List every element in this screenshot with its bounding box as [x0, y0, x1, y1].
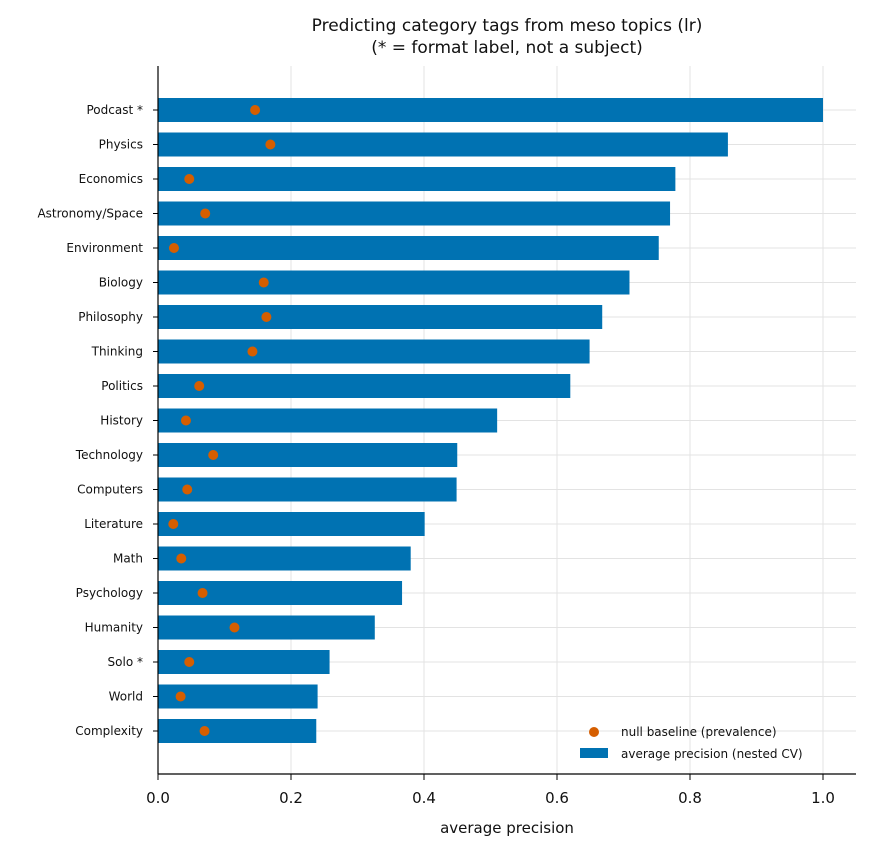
category-label: Economics [79, 172, 143, 186]
category-label: Humanity [85, 621, 143, 635]
category-label: Philosophy [78, 310, 143, 324]
baseline-dot-12 [168, 519, 179, 529]
bar-13 [158, 546, 411, 571]
baseline-dot-1 [265, 139, 276, 150]
bar-1 [158, 132, 728, 157]
bar-16 [158, 650, 330, 674]
baseline-dot-16 [184, 657, 195, 667]
bar-6 [158, 305, 603, 329]
category-label: Environment [66, 241, 143, 255]
bar-4 [158, 236, 659, 260]
x-tick-label: 0.8 [678, 789, 702, 807]
chart-subtitle: (* = format label, not a subject) [371, 38, 643, 58]
baseline-markers [168, 105, 276, 736]
category-label: Technology [75, 448, 143, 462]
legend-baseline-marker [589, 727, 599, 737]
legend-bar-swatch [580, 748, 608, 758]
x-tick-label: 1.0 [811, 789, 835, 807]
bar-2 [158, 167, 676, 191]
bar-10 [158, 443, 458, 467]
category-label: Astronomy/Space [37, 207, 143, 221]
legend: null baseline (prevalence) average preci… [580, 725, 803, 761]
x-tick-label: 0.6 [545, 789, 569, 807]
category-label: Podcast * [87, 103, 144, 117]
x-tick-label: 0.2 [279, 789, 303, 807]
category-label: Literature [84, 517, 143, 531]
category-label: Psychology [76, 586, 143, 600]
baseline-dot-6 [261, 312, 272, 322]
category-label: World [109, 690, 143, 704]
category-label: Biology [99, 276, 143, 290]
baseline-dot-3 [200, 208, 211, 219]
bar-12 [158, 512, 425, 536]
category-label: Thinking [91, 345, 143, 359]
x-axis-label: average precision [440, 819, 574, 837]
baseline-dot-2 [184, 174, 195, 184]
x-tick-label: 0.0 [146, 789, 170, 807]
category-label: Computers [77, 483, 143, 497]
bar-7 [158, 339, 590, 364]
baseline-dot-10 [208, 450, 219, 460]
x-tick-label: 0.4 [412, 789, 436, 807]
category-labels: Podcast * Physics Economics Astronomy/Space… [37, 103, 143, 738]
bar-3 [158, 201, 671, 226]
bar-5 [158, 270, 630, 295]
baseline-dot-5 [258, 277, 269, 288]
category-label: Complexity [75, 724, 143, 738]
category-label: Solo * [108, 655, 143, 669]
category-label: History [100, 414, 143, 428]
chart-title: Predicting category tags from meso topic… [312, 16, 703, 36]
baseline-dot-11 [182, 484, 193, 495]
baseline-dot-18 [199, 726, 210, 736]
baseline-dot-8 [194, 381, 205, 391]
bar-15 [158, 615, 375, 640]
baseline-dot-17 [175, 691, 186, 702]
legend-baseline-label: null baseline (prevalence) [621, 725, 777, 739]
baseline-dot-14 [197, 588, 208, 598]
category-label: Politics [101, 379, 143, 393]
baseline-dot-9 [180, 415, 191, 426]
bar-11 [158, 477, 457, 502]
bars [158, 98, 823, 743]
bar-0 [158, 98, 823, 122]
category-label: Math [113, 552, 143, 566]
bar-14 [158, 581, 403, 605]
bar-8 [158, 374, 571, 398]
category-label: Physics [99, 138, 143, 152]
bar-18 [158, 719, 317, 743]
baseline-dot-15 [229, 622, 240, 633]
legend-bar-label: average precision (nested CV) [621, 747, 803, 761]
baseline-dot-0 [250, 105, 261, 115]
baseline-dot-7 [247, 346, 258, 357]
baseline-dot-4 [168, 243, 179, 253]
x-axis-ticks: 0.0 0.2 0.4 0.6 0.8 1.0 [146, 109, 835, 807]
baseline-dot-13 [176, 553, 187, 564]
bar-9 [158, 408, 498, 433]
